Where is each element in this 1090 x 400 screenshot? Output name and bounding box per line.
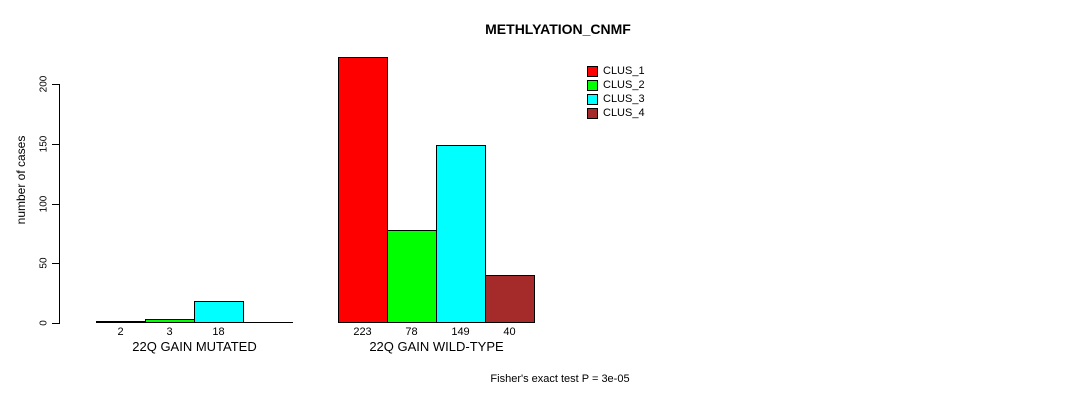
y-axis-tick	[52, 203, 59, 205]
legend-swatch-clus_3	[587, 93, 598, 105]
legend-item: CLUS_3	[587, 92, 645, 106]
group-label: 22Q GAIN WILD-TYPE	[369, 339, 504, 354]
y-axis-label: number of cases	[14, 135, 28, 225]
legend-item-label: CLUS_3	[603, 93, 645, 105]
legend-item: CLUS_2	[587, 78, 645, 92]
y-axis-line	[59, 84, 60, 324]
y-axis-tick	[52, 263, 59, 265]
group-label: 22Q GAIN MUTATED	[132, 339, 257, 354]
bar-value-label: 18	[212, 326, 225, 338]
legend: CLUS_1 CLUS_2 CLUS_3 CLUS_4	[587, 64, 645, 120]
bar-clus_3	[194, 301, 244, 323]
y-axis-tick-label: 0	[38, 320, 50, 326]
y-axis-tick-label: 150	[38, 135, 50, 153]
legend-item-label: CLUS_1	[603, 65, 645, 77]
bar-value-label: 223	[353, 326, 372, 338]
bar-value-label: 40	[503, 326, 516, 338]
legend-swatch-clus_4	[587, 107, 598, 119]
bar-value-label: 78	[405, 326, 418, 338]
legend-swatch-clus_1	[587, 65, 598, 77]
legend-item: CLUS_1	[587, 64, 645, 78]
y-axis-tick-label: 100	[38, 195, 50, 212]
legend-swatch-clus_2	[587, 79, 598, 91]
legend-item-label: CLUS_4	[603, 107, 645, 119]
legend-item: CLUS_4	[587, 106, 645, 120]
bar-clus_2	[387, 230, 437, 323]
bar-clus_1	[338, 57, 388, 323]
bar-value-label: 149	[451, 326, 470, 338]
y-axis-tick	[52, 323, 59, 324]
chart-title: METHLYATION_CNMF	[485, 21, 631, 37]
y-axis-tick	[52, 143, 59, 145]
fisher-test-annotation: Fisher's exact test P = 3e-05	[490, 373, 630, 385]
bar-clus_4	[485, 275, 535, 323]
bar-clus_2	[145, 319, 195, 323]
bar-clus_1	[96, 321, 146, 323]
y-axis-tick-label: 200	[38, 75, 50, 93]
y-axis-tick	[52, 84, 59, 85]
legend-item-label: CLUS_2	[603, 79, 645, 91]
bar-clus_3	[436, 145, 486, 323]
y-axis-tick-label: 50	[38, 257, 50, 269]
bar-value-label: 3	[166, 326, 173, 338]
bar-value-label: 2	[117, 326, 124, 338]
